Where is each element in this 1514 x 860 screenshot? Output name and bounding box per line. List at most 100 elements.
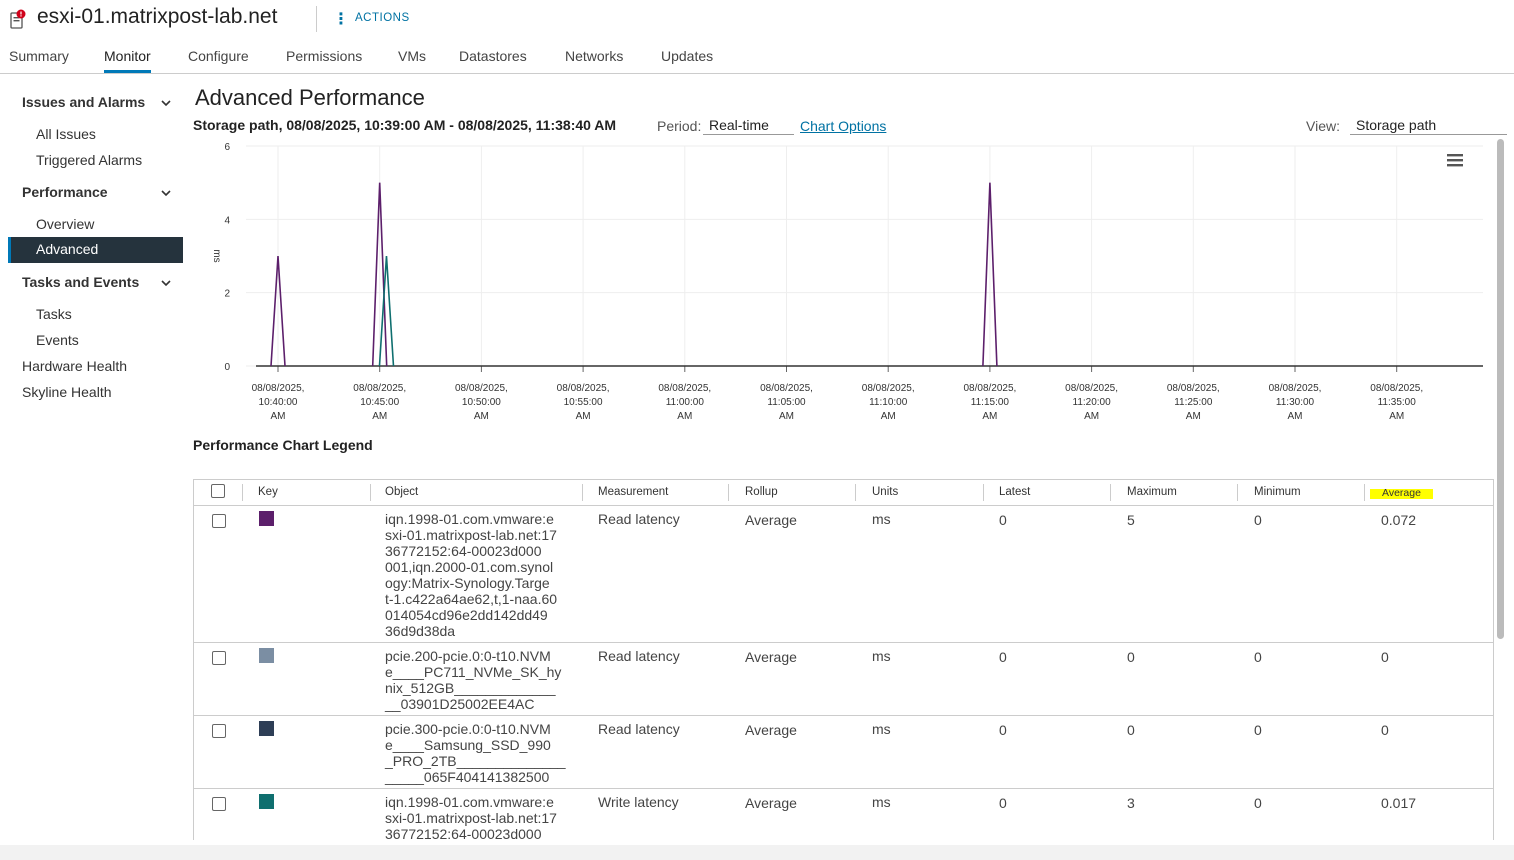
tab-configure[interactable]: Configure: [188, 48, 249, 64]
rollup: Average: [745, 512, 797, 528]
x-tick-label: 10:55:00: [564, 397, 603, 408]
x-tick-label: AM: [881, 411, 896, 422]
view-value: Storage path: [1356, 117, 1437, 133]
sidebar-item-tasks[interactable]: Tasks: [36, 306, 72, 322]
period-select[interactable]: Real-time: [703, 116, 794, 135]
page-scrollbar[interactable]: [1495, 137, 1507, 837]
sidebar-group-issues[interactable]: Issues and Alarms: [22, 94, 146, 110]
table-row[interactable]: pcie.200-pcie.0:0-t10.NVM e____PC711_NVM…: [194, 643, 1493, 716]
column-header-average[interactable]: Average: [1382, 487, 1421, 499]
sidebar-item-overview[interactable]: Overview: [36, 216, 95, 232]
x-tick-label: AM: [372, 411, 387, 422]
series-color-swatch: [259, 648, 274, 663]
row-checkbox[interactable]: [212, 514, 226, 528]
rollup: Average: [745, 722, 797, 738]
column-divider: [370, 484, 371, 501]
main-tabs: Summary Monitor Configure Permissions VM…: [0, 44, 1514, 74]
object-name: iqn.1998-01.com.vmware:e sxi-01.matrixpo…: [385, 794, 557, 840]
rollup: Average: [745, 795, 797, 811]
table-row[interactable]: iqn.1998-01.com.vmware:e sxi-01.matrixpo…: [194, 506, 1493, 643]
series-spike: [270, 255, 286, 367]
table-row[interactable]: iqn.1998-01.com.vmware:e sxi-01.matrixpo…: [194, 789, 1493, 840]
x-tick-label: 08/08/2025,: [455, 383, 508, 394]
more-vertical-icon[interactable]: ⋮: [333, 9, 349, 28]
minimum: 0: [1254, 512, 1262, 528]
latest: 0: [999, 795, 1007, 811]
measurement: Write latency: [598, 794, 679, 810]
x-tick-label: 08/08/2025,: [963, 383, 1016, 394]
scrollbar-thumb[interactable]: [1497, 139, 1504, 639]
column-header-key[interactable]: Key: [258, 486, 278, 498]
sidebar-item-events[interactable]: Events: [36, 332, 79, 348]
x-tick-label: AM: [271, 411, 286, 422]
select-all-checkbox[interactable]: [211, 484, 225, 498]
legend-grid-header: Key Object Measurement Rollup Units Late…: [194, 480, 1493, 506]
x-tick-label: 11:25:00: [1174, 397, 1213, 408]
x-tick-label: 10:40:00: [259, 397, 298, 408]
x-tick-label: AM: [576, 411, 591, 422]
row-checkbox[interactable]: [212, 651, 226, 665]
series-spike: [982, 182, 998, 367]
x-tick-label: AM: [474, 411, 489, 422]
object-name: pcie.300-pcie.0:0-t10.NVM e____Samsung_S…: [385, 721, 566, 785]
column-header-object[interactable]: Object: [385, 486, 419, 498]
tab-datastores[interactable]: Datastores: [459, 48, 527, 64]
sidebar-item-skyline-health[interactable]: Skyline Health: [22, 384, 112, 400]
chevron-down-icon[interactable]: [160, 187, 172, 199]
latest: 0: [999, 512, 1007, 528]
view-select[interactable]: Storage path: [1350, 116, 1507, 135]
column-divider: [728, 484, 729, 501]
column-header-maximum[interactable]: Maximum: [1127, 486, 1177, 498]
tab-vms[interactable]: VMs: [398, 48, 426, 64]
page-title: Advanced Performance: [195, 85, 425, 110]
average-highlight: [1370, 489, 1433, 499]
menu-icon: [1447, 154, 1463, 157]
tab-networks[interactable]: Networks: [565, 48, 624, 64]
tab-updates[interactable]: Updates: [661, 48, 714, 64]
column-header-minimum[interactable]: Minimum: [1254, 486, 1301, 498]
x-tick-label: AM: [677, 411, 692, 422]
menu-icon: [1447, 159, 1463, 162]
sidebar-item-all-issues[interactable]: All Issues: [36, 126, 96, 142]
chart-options-link[interactable]: Chart Options: [800, 118, 887, 134]
sidebar-group-performance[interactable]: Performance: [22, 184, 108, 200]
x-tick-label: 10:50:00: [462, 397, 501, 408]
measurement: Read latency: [598, 511, 680, 527]
tab-permissions[interactable]: Permissions: [286, 48, 363, 64]
y-tick-label: 2: [224, 289, 230, 300]
header-divider: [316, 6, 317, 32]
host-alert-icon: [10, 9, 26, 29]
x-tick-label: 11:15:00: [971, 397, 1010, 408]
column-header-units[interactable]: Units: [872, 486, 899, 498]
column-header-measurement[interactable]: Measurement: [598, 486, 669, 498]
average: 0: [1381, 722, 1389, 738]
sidebar-item-advanced[interactable]: [8, 237, 183, 263]
host-title: esxi-01.matrixpost-lab.net: [37, 5, 278, 28]
average: 0.072: [1381, 512, 1417, 528]
x-tick-label: 08/08/2025,: [1167, 383, 1220, 394]
sidebar-item-triggered-alarms[interactable]: Triggered Alarms: [36, 152, 143, 168]
column-header-latest[interactable]: Latest: [999, 486, 1031, 498]
sidebar-group-tasks-events[interactable]: Tasks and Events: [22, 274, 140, 290]
x-tick-label: 11:05:00: [767, 397, 806, 408]
column-divider: [1237, 484, 1238, 501]
row-checkbox[interactable]: [212, 797, 226, 811]
x-tick-label: 08/08/2025,: [862, 383, 915, 394]
tab-monitor[interactable]: Monitor: [104, 48, 151, 73]
x-tick-label: AM: [1288, 411, 1303, 422]
chevron-down-icon[interactable]: [160, 277, 172, 289]
tab-summary[interactable]: Summary: [9, 48, 69, 64]
x-tick-label: AM: [1186, 411, 1201, 422]
column-header-rollup[interactable]: Rollup: [745, 486, 778, 498]
chevron-down-icon[interactable]: [160, 97, 172, 109]
sidebar-item-hardware-health[interactable]: Hardware Health: [22, 358, 128, 374]
sidebar-item-advanced-label: Advanced: [36, 241, 99, 257]
status-bar: [0, 845, 1514, 860]
rollup: Average: [745, 649, 797, 665]
row-checkbox[interactable]: [212, 724, 226, 738]
minimum: 0: [1254, 795, 1262, 811]
y-tick-label: 4: [224, 215, 230, 226]
table-row[interactable]: pcie.300-pcie.0:0-t10.NVM e____Samsung_S…: [194, 716, 1493, 789]
x-tick-label: 10:45:00: [360, 397, 399, 408]
actions-button[interactable]: ACTIONS: [355, 12, 410, 24]
